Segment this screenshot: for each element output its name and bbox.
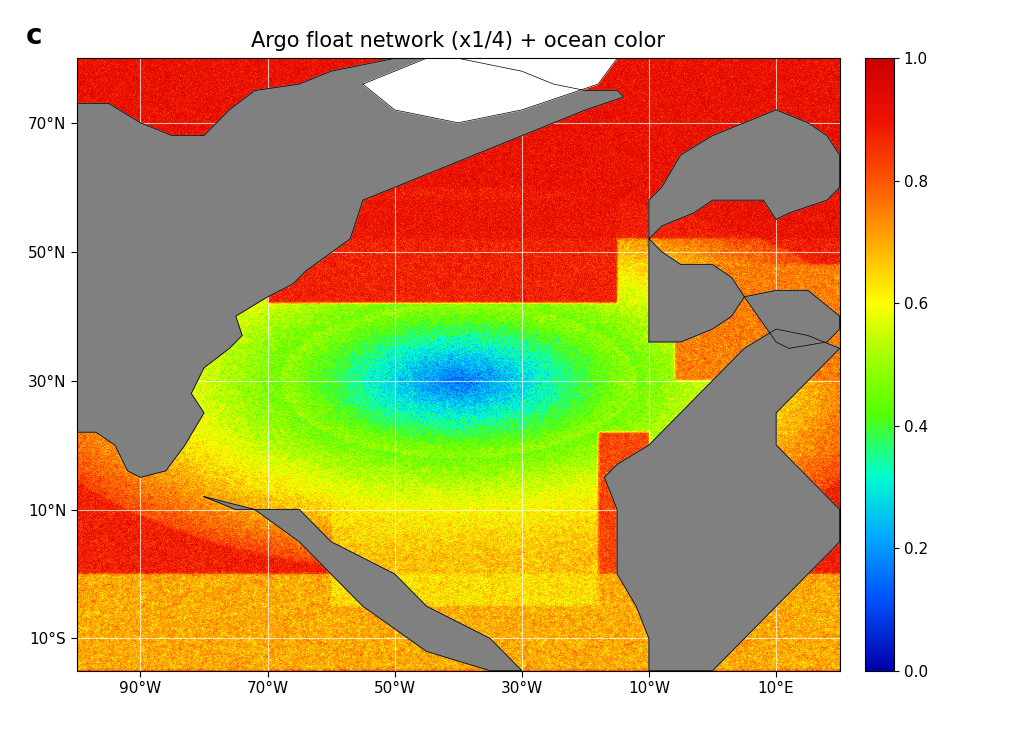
Polygon shape (204, 496, 522, 671)
Polygon shape (649, 110, 840, 348)
Polygon shape (362, 39, 617, 122)
Text: c: c (26, 22, 42, 50)
Title: Argo float network (x1/4) + ocean color: Argo float network (x1/4) + ocean color (251, 31, 666, 51)
Polygon shape (77, 58, 624, 477)
Polygon shape (604, 329, 840, 671)
